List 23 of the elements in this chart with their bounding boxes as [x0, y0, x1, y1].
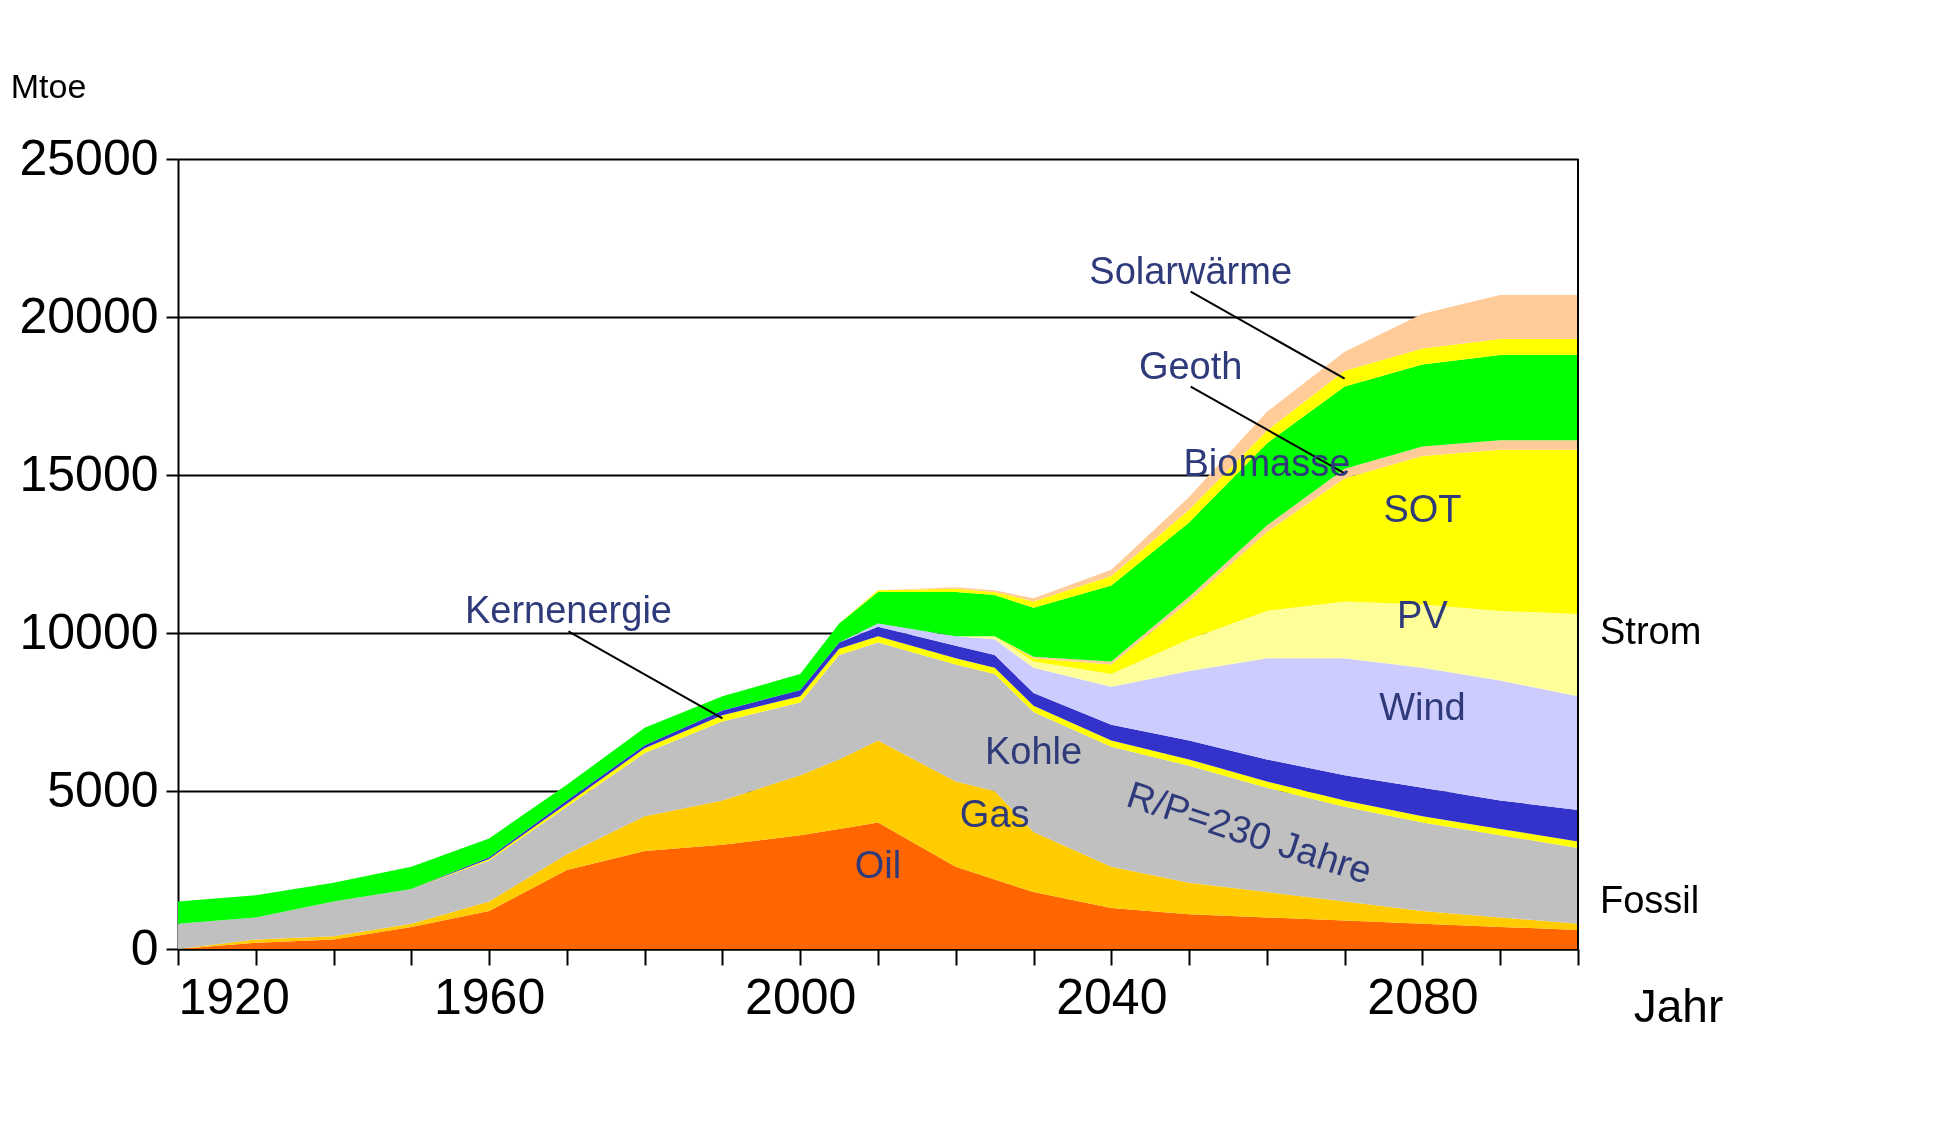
- text: Strom: [1600, 610, 1702, 652]
- text: Fossil: [1600, 878, 1700, 921]
- y-tick-label: 5000: [47, 761, 159, 818]
- x-tick-label: 2000: [745, 968, 857, 1025]
- series-label: Kohle: [984, 730, 1083, 773]
- text: Kernenergie: [464, 589, 672, 632]
- x-tick-label: 2080: [1367, 968, 1479, 1025]
- y-tick-label: 10000: [19, 603, 159, 660]
- series-label: Wind: [1379, 685, 1466, 728]
- text: Geoth: [1138, 344, 1243, 387]
- y-tick-label: 15000: [19, 445, 159, 502]
- text: Solarwärme: [1089, 249, 1293, 292]
- y-axis-title: Mtoe: [10, 66, 87, 105]
- x-tick-label: 1920: [178, 968, 290, 1025]
- x-tick-label: 2040: [1056, 968, 1168, 1025]
- x-axis-title: Jahr: [1633, 979, 1724, 1032]
- series-label: PV: [1397, 594, 1449, 637]
- y-tick-label: 25000: [19, 129, 159, 186]
- series-label: SOT: [1383, 488, 1462, 531]
- series-label: Oil: [854, 843, 902, 886]
- y-tick-label: 20000: [19, 287, 159, 344]
- x-tick-label: 1960: [433, 968, 546, 1025]
- y-tick-label: 0: [130, 919, 159, 976]
